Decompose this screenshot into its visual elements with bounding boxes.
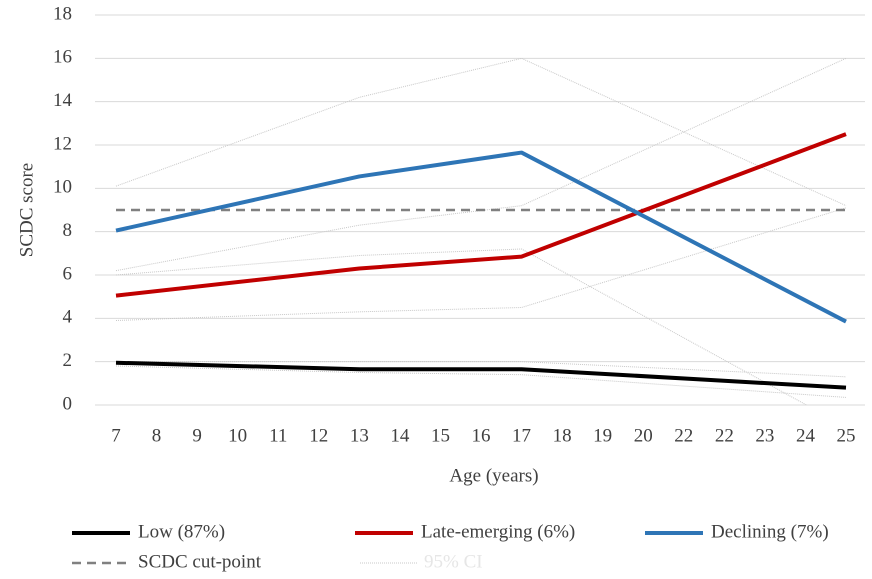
ci-line	[115, 57, 847, 207]
legend-label: 95% CI	[424, 551, 483, 572]
legend-label: Declining (7%)	[711, 521, 829, 542]
series-line	[115, 150, 847, 324]
y-tick-label: 6	[63, 263, 73, 284]
x-tick-label: 17	[512, 425, 531, 446]
legend-label: SCDC cut-point	[138, 551, 262, 572]
x-tick-label: 8	[152, 425, 162, 446]
ci-line	[115, 207, 847, 321]
y-tick-label: 12	[53, 133, 72, 154]
x-tick-label: 16	[472, 425, 491, 446]
y-tick-label: 10	[53, 177, 72, 198]
x-tick-label: 10	[228, 425, 247, 446]
x-tick-label: 25	[837, 425, 856, 446]
y-tick-label: 8	[63, 220, 73, 241]
x-tick-label: 23	[755, 425, 774, 446]
x-tick-label: 9	[192, 425, 202, 446]
x-tick-label: 19	[593, 425, 612, 446]
y-tick-label: 18	[53, 3, 72, 24]
series-line	[115, 132, 847, 298]
x-tick-label: 13	[350, 425, 369, 446]
x-tick-label: 18	[553, 425, 572, 446]
x-tick-label: 11	[269, 425, 287, 446]
series-line	[115, 360, 847, 390]
ci-line	[116, 361, 847, 378]
legend-label: Late-emerging (6%)	[421, 521, 575, 542]
x-tick-label: 15	[431, 425, 450, 446]
x-tick-label: 7	[111, 425, 121, 446]
x-tick-label: 22	[674, 425, 693, 446]
y-tick-label: 2	[63, 350, 73, 371]
y-tick-label: 4	[63, 307, 73, 328]
x-axis-title: Age (years)	[449, 465, 538, 486]
x-tick-label: 24	[796, 425, 816, 446]
y-tick-label: 16	[53, 47, 72, 68]
legend-label: Low (87%)	[138, 521, 225, 542]
x-tick-label: 22	[715, 425, 734, 446]
ci-line	[115, 365, 847, 398]
y-axis-title: SCDC score	[16, 163, 37, 257]
y-tick-label: 0	[63, 393, 73, 414]
x-tick-label: 14	[390, 425, 410, 446]
ci-line	[115, 57, 847, 272]
ci-line	[115, 248, 808, 405]
x-tick-label: 20	[634, 425, 653, 446]
x-tick-label: 12	[309, 425, 328, 446]
y-tick-label: 14	[53, 90, 73, 111]
